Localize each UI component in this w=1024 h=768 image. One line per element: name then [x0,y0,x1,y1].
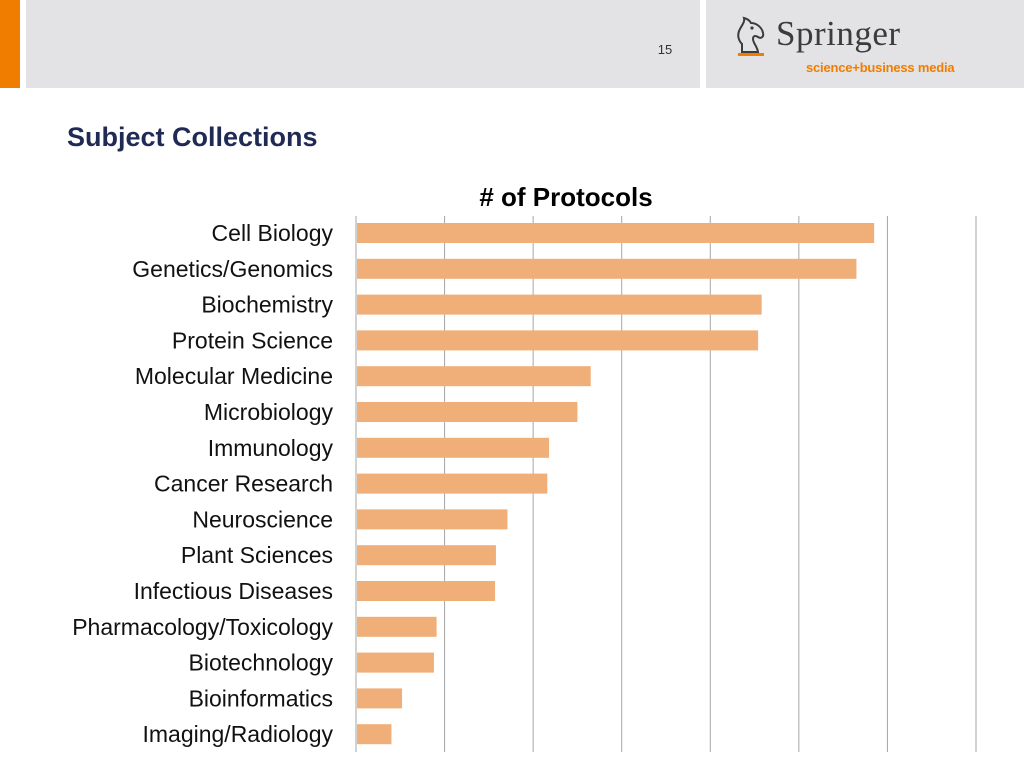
logo-wordmark: Springer [776,14,901,53]
bar [357,724,392,745]
category-label: Neuroscience [192,506,333,532]
bar [357,330,759,351]
header-accent-bar [0,0,20,88]
category-label: Cancer Research [154,471,333,497]
bar [357,366,591,387]
category-label: Microbiology [204,399,334,425]
bar-chart: Cell Biology Genetics/Genomics Biochemistr… [72,216,977,752]
category-label: Plant Sciences [181,542,333,568]
bar [357,437,550,458]
category-label: Pharmacology/Toxicology [72,614,333,640]
chart-title: # of Protocols [479,182,653,212]
knight-horse-icon [737,16,765,56]
category-label: Bioinformatics [189,685,333,711]
bar [357,294,762,315]
bar [357,581,496,601]
logo-band [706,0,1024,88]
category-label: Imaging/Radiology [142,721,333,747]
header-band [26,0,700,88]
category-label: Immunology [208,435,334,461]
category-label: Protein Science [172,327,333,353]
category-label: Biochemistry [201,292,333,318]
bar [357,545,496,566]
category-label: Cell Biology [212,220,334,246]
bar [357,223,875,243]
bar [357,402,578,422]
page-number: 15 [657,42,673,57]
category-label: Molecular Medicine [135,363,333,389]
category-label: Biotechnology [189,650,334,676]
bar [357,688,403,709]
bar [357,616,437,637]
bar [357,509,508,530]
bar [357,473,548,494]
logo-tagline: science+business media [806,60,955,75]
bar [357,258,857,279]
bar [357,652,434,673]
category-label: Genetics/Genomics [132,256,333,282]
category-label: Infectious Diseases [134,578,333,604]
slide-title: Subject Collections [67,122,318,152]
